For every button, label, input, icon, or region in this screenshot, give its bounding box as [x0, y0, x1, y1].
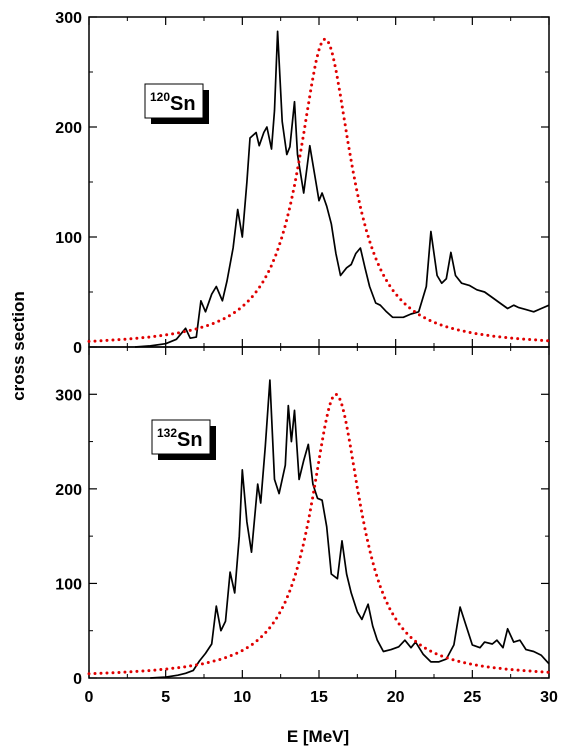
label-box	[151, 419, 211, 455]
y-tick-label: 100	[55, 576, 82, 593]
isotope-element: Sn	[170, 93, 196, 115]
series-lorentzian-line	[87, 37, 551, 343]
plot-frame	[88, 346, 550, 679]
series-lorentzian-line	[87, 392, 551, 676]
panel-bottom: 0 100 200 300 132Sn	[55, 346, 551, 688]
x-tick-label: 15	[310, 689, 328, 706]
x-axis-title: E [MeV]	[287, 727, 349, 746]
y-tick-label: 100	[55, 230, 82, 247]
x-tick-label: 20	[387, 689, 405, 706]
y-axis-title: cross section	[9, 291, 28, 401]
panel-top: 0 100 200 300 120Sn	[55, 10, 551, 357]
isotope-label: 132Sn	[157, 426, 203, 451]
x-tick-label: 0	[85, 689, 94, 706]
isotope-mass: 120	[150, 90, 170, 104]
isotope-label: 120Sn	[150, 90, 196, 115]
series-response-line	[134, 30, 550, 348]
y-tick-label: 200	[55, 120, 82, 137]
isotope-mass: 132	[157, 426, 177, 440]
y-tick-label: 200	[55, 482, 82, 499]
x-tick-label: 5	[161, 689, 170, 706]
label-box	[144, 83, 204, 119]
y-tick-label: 300	[55, 387, 82, 404]
y-tick-label: 300	[55, 10, 82, 27]
x-tick-label: 25	[463, 689, 481, 706]
y-tick-label: 0	[73, 671, 82, 688]
y-tick-label: 0	[73, 340, 82, 357]
plot-frame	[88, 16, 550, 348]
isotope-element: Sn	[177, 429, 203, 451]
x-tick-label: 30	[540, 689, 558, 706]
series-response-line	[150, 379, 550, 679]
x-tick-label: 10	[233, 689, 251, 706]
